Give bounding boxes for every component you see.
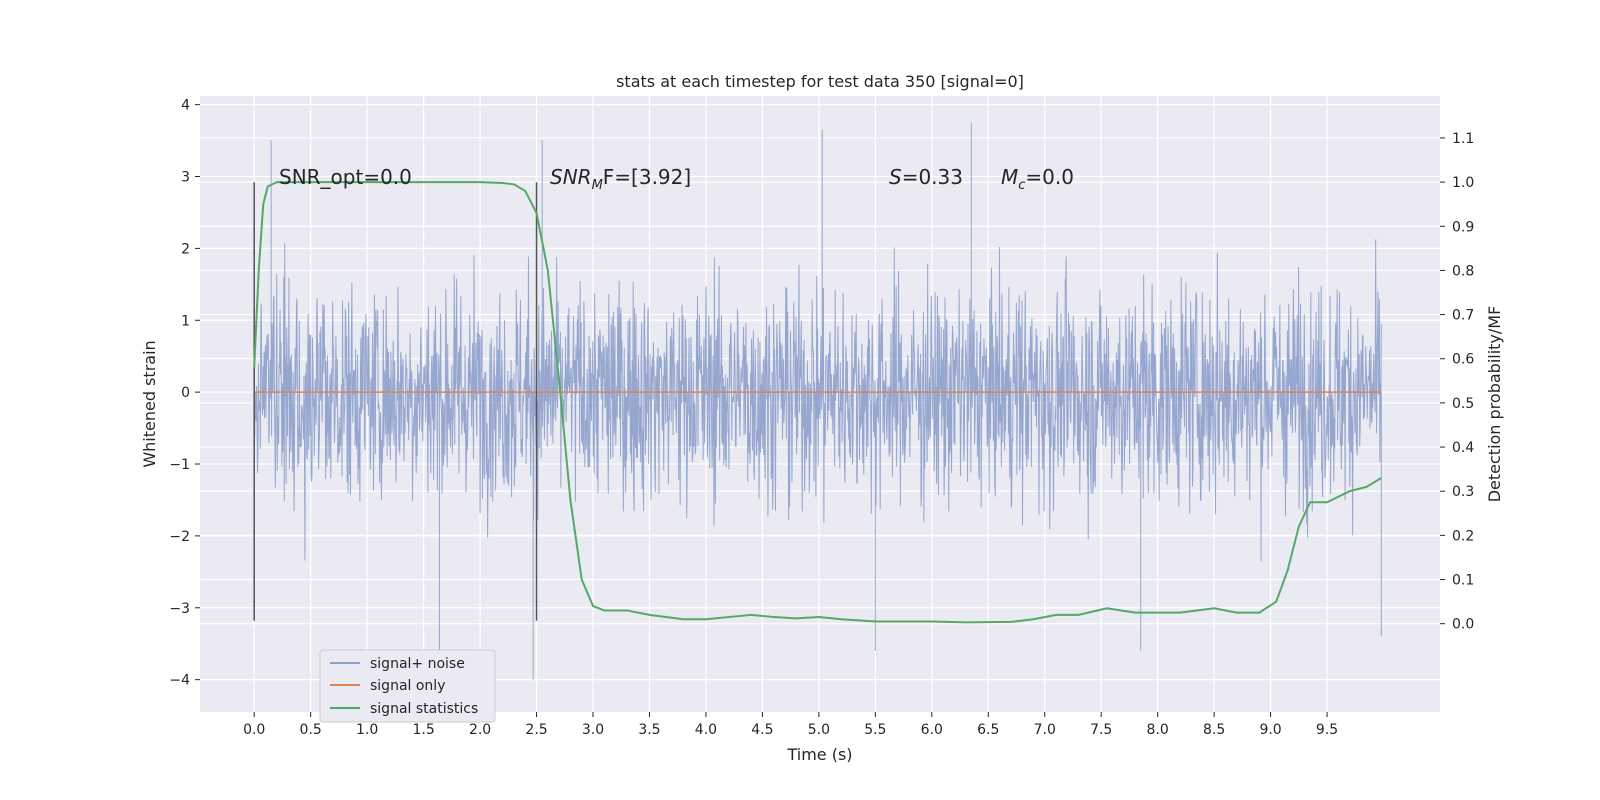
y-tick-label: −3 (169, 601, 190, 617)
x-tick-label: 9.0 (1259, 722, 1281, 738)
annotation-s: S=0.33 (889, 165, 963, 189)
series-signal-statistics (253, 181, 1382, 624)
y-right-tick-label: 0.4 (1452, 440, 1474, 456)
y-tick-label: −1 (169, 457, 190, 473)
y-right-tick-label: 1.1 (1452, 131, 1474, 147)
y-tick-label: −4 (169, 673, 190, 689)
annotation-mc: Mc=0.0 (1001, 165, 1074, 193)
axes-layer: 0.0 0.5 1.0 1.5 2.0 2.5 3.0 3.5 4.0 4.5 5.0 5.5 6.0 6… (169, 98, 1474, 738)
y-tick-label: 1 (181, 313, 190, 329)
x-tick-label: 5.0 (808, 722, 830, 738)
legend-label-stats: signal statistics (370, 701, 478, 717)
x-tick-label: 6.5 (977, 722, 999, 738)
y-right-tick-label: 0.6 (1452, 352, 1474, 368)
y-right-tick-label: 0.0 (1452, 617, 1474, 633)
annotations-layer: SNR_opt=0.0 SNRMF=[3.92] S=0.33 Mc=0.0 (279, 165, 1074, 193)
annotation-mc-rest: =0.0 (1025, 165, 1074, 189)
annotation-s-main: S (889, 165, 902, 189)
y-right-tick-label: 0.7 (1452, 308, 1474, 324)
y-right-tick-label: 0.8 (1452, 263, 1474, 279)
x-tick-label: 0.5 (300, 722, 322, 738)
y-right-tick-label: 0.1 (1452, 573, 1474, 589)
x-tick-label: 1.5 (412, 722, 434, 738)
x-tick-label: 7.5 (1090, 722, 1112, 738)
y-tick-label: 3 (181, 170, 190, 186)
annotation-snr-mf-rest: F=[3.92] (603, 165, 691, 189)
legend-label-noise: signal+ noise (370, 656, 465, 672)
y-right-tick-label: 0.9 (1452, 219, 1474, 235)
annotation-snr-opt: SNR_opt=0.0 (279, 165, 412, 189)
y-axis-label-right: Detection probability/MF (1485, 306, 1504, 503)
x-tick-label: 8.5 (1203, 722, 1225, 738)
x-tick-label: 5.5 (864, 722, 886, 738)
annotation-mc-main: M (1001, 165, 1018, 189)
y-right-tick-label: 0.3 (1452, 484, 1474, 500)
y-right-tick-label: 0.5 (1452, 396, 1474, 412)
x-tick-label: 3.5 (638, 722, 660, 738)
legend-box (319, 649, 496, 723)
y-right-tick-label: 0.2 (1452, 528, 1474, 544)
x-tick-label: 2.5 (525, 722, 547, 738)
legend: signal+ noise signal only signal statist… (319, 649, 496, 723)
series-signal-noise (253, 122, 1382, 680)
x-tick-label: 9.5 (1316, 722, 1338, 738)
y-tick-label: 4 (181, 98, 190, 114)
x-tick-label: 2.0 (469, 722, 491, 738)
x-tick-label: 6.0 (921, 722, 943, 738)
y-axis-label: Whitened strain (140, 340, 159, 467)
annotation-snr-mf-main: SNR (550, 165, 592, 189)
legend-label-signal: signal only (370, 678, 445, 694)
y-tick-label: −2 (169, 529, 190, 545)
annotation-snr-mf-sub: M (592, 178, 603, 193)
data-layer (253, 122, 1382, 680)
x-tick-label: 8.0 (1147, 722, 1169, 738)
y-right-tick-label: 1.0 (1452, 175, 1474, 191)
x-tick-label: 1.0 (356, 722, 378, 738)
x-tick-label: 4.0 (695, 722, 717, 738)
x-tick-label: 4.5 (751, 722, 773, 738)
annotation-s-rest: =0.33 (902, 165, 963, 189)
x-tick-label: 0.0 (243, 722, 265, 738)
y-tick-label: 0 (181, 385, 190, 401)
annotation-snr-mf: SNRMF=[3.92] (550, 165, 691, 193)
x-tick-label: 3.0 (582, 722, 604, 738)
chart-title: stats at each timestep for test data 350… (616, 72, 1024, 91)
y-tick-label: 2 (181, 241, 190, 257)
x-tick-label: 7.0 (1034, 722, 1056, 738)
x-axis-label: Time (s) (786, 745, 852, 764)
annotation-mc-sub: c (1018, 178, 1025, 193)
